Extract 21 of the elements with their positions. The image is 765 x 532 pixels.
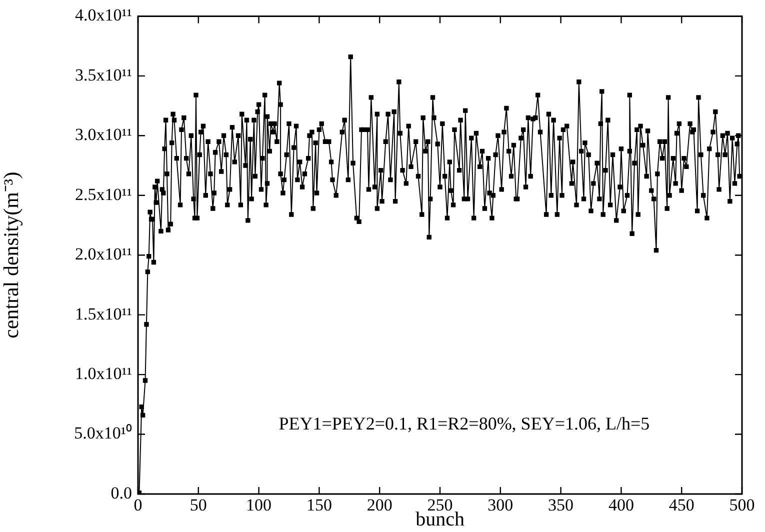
- y-tick-label: 1.0x10¹¹: [75, 364, 132, 384]
- y-tick-label: 4.0x10¹¹: [75, 6, 132, 25]
- y-tick-label: 2.5x10¹¹: [75, 184, 132, 204]
- x-tick-label: 50: [190, 496, 207, 515]
- x-tick-label: 150: [306, 496, 332, 515]
- x-tick-label: 200: [366, 496, 392, 515]
- x-tick-label: 350: [548, 496, 574, 515]
- x-tick-label: 500: [729, 496, 755, 515]
- y-tick-label: 1.5x10¹¹: [75, 304, 132, 324]
- y-tick-label: 5.0x10¹⁰: [74, 424, 132, 443]
- x-tick-label: 450: [668, 496, 694, 515]
- y-tick-label: 3.5x10¹¹: [75, 65, 132, 84]
- x-tick-label: 300: [488, 496, 514, 515]
- y-axis-title: central density(m⁻³): [0, 172, 24, 338]
- y-tick-label: 0.0: [110, 483, 132, 502]
- y-tick-label: 3.0x10¹¹: [75, 125, 132, 144]
- x-tick-label: 400: [608, 496, 634, 515]
- x-tick-label: 0: [134, 496, 142, 515]
- annotation: PEY1=PEY2=0.1, R1=R2=80%, SEY=1.06, L/h=5: [278, 413, 650, 434]
- y-tick-label: 2.0x10¹¹: [75, 244, 132, 264]
- x-tick-label: 100: [246, 496, 272, 515]
